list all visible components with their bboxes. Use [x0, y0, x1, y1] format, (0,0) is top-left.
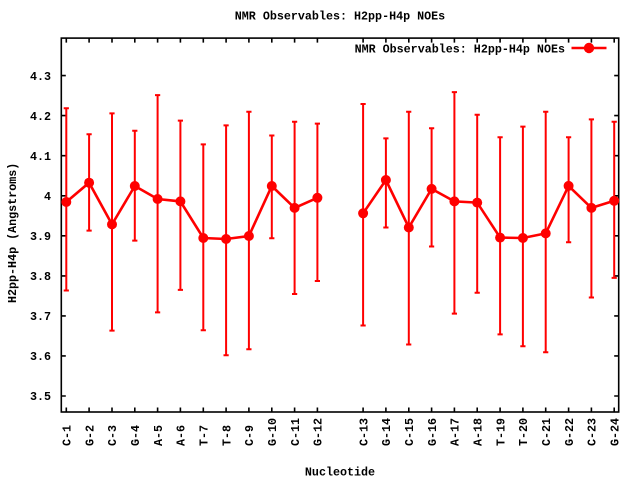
svg-text:A-17: A-17 — [449, 418, 463, 446]
svg-text:A-18: A-18 — [471, 418, 485, 446]
svg-text:A-6: A-6 — [175, 425, 189, 446]
svg-text:C-9: C-9 — [243, 425, 257, 446]
svg-text:4.1: 4.1 — [30, 150, 51, 164]
svg-text:G-22: G-22 — [563, 418, 577, 446]
svg-text:A-5: A-5 — [152, 425, 166, 446]
svg-text:NMR Observables: H2pp-H4p NOEs: NMR Observables: H2pp-H4p NOEs — [355, 43, 565, 57]
svg-text:4.3: 4.3 — [30, 70, 51, 84]
svg-text:T-20: T-20 — [517, 418, 531, 446]
svg-text:G-12: G-12 — [312, 418, 326, 446]
svg-text:G-4: G-4 — [129, 425, 143, 446]
svg-text:C-15: C-15 — [403, 418, 417, 446]
svg-text:G-2: G-2 — [83, 425, 97, 446]
svg-text:3.9: 3.9 — [30, 230, 51, 244]
svg-text:3.5: 3.5 — [30, 390, 51, 404]
svg-text:G-10: G-10 — [266, 418, 280, 446]
svg-text:C-1: C-1 — [61, 425, 75, 446]
svg-text:C-23: C-23 — [586, 418, 600, 446]
svg-text:3.7: 3.7 — [30, 310, 51, 324]
svg-text:C-21: C-21 — [540, 418, 554, 446]
svg-text:3.6: 3.6 — [30, 350, 51, 364]
svg-text:3.8: 3.8 — [30, 270, 51, 284]
svg-text:4.2: 4.2 — [30, 110, 51, 124]
svg-text:T-7: T-7 — [198, 425, 212, 446]
svg-text:C-11: C-11 — [289, 418, 303, 446]
svg-text:C-13: C-13 — [357, 418, 371, 446]
svg-text:T-19: T-19 — [494, 418, 508, 446]
svg-text:G-14: G-14 — [380, 418, 394, 446]
svg-text:T-8: T-8 — [220, 425, 234, 446]
svg-text:G-24: G-24 — [608, 418, 622, 446]
svg-text:H2pp-H4p (Angstroms): H2pp-H4p (Angstroms) — [6, 163, 20, 303]
svg-text:G-16: G-16 — [426, 418, 440, 446]
svg-text:Nucleotide: Nucleotide — [305, 466, 375, 480]
svg-text:4: 4 — [44, 190, 51, 204]
svg-text:NMR Observables: H2pp-H4p NOEs: NMR Observables: H2pp-H4p NOEs — [235, 10, 445, 24]
svg-text:C-3: C-3 — [106, 425, 120, 446]
